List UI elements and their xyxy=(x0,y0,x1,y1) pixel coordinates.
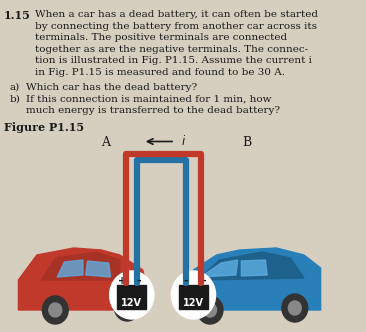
Text: When a car has a dead battery, it can often be started: When a car has a dead battery, it can of… xyxy=(35,10,318,19)
Text: tion is illustrated in Fig. P1.15. Assume the current i: tion is illustrated in Fig. P1.15. Assum… xyxy=(35,56,312,65)
Polygon shape xyxy=(86,261,111,277)
Circle shape xyxy=(282,294,308,322)
Circle shape xyxy=(288,301,301,315)
Text: -: - xyxy=(184,276,188,286)
Text: by connecting the battery from another car across its: by connecting the battery from another c… xyxy=(35,22,317,31)
Polygon shape xyxy=(179,285,208,309)
Text: +: + xyxy=(119,276,127,286)
Text: +: + xyxy=(199,276,207,286)
Text: Figure P1.15: Figure P1.15 xyxy=(4,122,84,132)
Circle shape xyxy=(110,271,154,319)
Polygon shape xyxy=(41,252,120,280)
Text: $i$: $i$ xyxy=(180,133,186,147)
Text: b): b) xyxy=(9,95,20,104)
Polygon shape xyxy=(117,285,146,309)
Circle shape xyxy=(171,271,216,319)
Text: in Fig. P1.15 is measured and found to be 30 A.: in Fig. P1.15 is measured and found to b… xyxy=(35,67,285,76)
Text: 12V: 12V xyxy=(121,298,142,308)
Polygon shape xyxy=(201,260,238,277)
Circle shape xyxy=(42,296,68,324)
Text: terminals. The positive terminals are connected: terminals. The positive terminals are co… xyxy=(35,33,287,42)
Polygon shape xyxy=(57,260,83,277)
Text: a): a) xyxy=(9,83,19,92)
Text: 12V: 12V xyxy=(183,298,204,308)
Circle shape xyxy=(49,303,62,317)
Polygon shape xyxy=(242,260,267,276)
Polygon shape xyxy=(198,252,304,280)
Circle shape xyxy=(203,303,217,317)
Text: A: A xyxy=(101,135,111,148)
Text: Which car has the dead battery?: Which car has the dead battery? xyxy=(26,83,197,92)
Text: 1.15: 1.15 xyxy=(4,10,30,21)
Text: together as are the negative terminals. The connec-: together as are the negative terminals. … xyxy=(35,44,308,53)
Text: much energy is transferred to the dead battery?: much energy is transferred to the dead b… xyxy=(26,106,280,115)
Polygon shape xyxy=(190,248,321,310)
Polygon shape xyxy=(18,248,147,310)
Circle shape xyxy=(121,300,134,314)
Text: B: B xyxy=(242,135,251,148)
Text: -: - xyxy=(137,276,141,286)
Circle shape xyxy=(197,296,223,324)
Text: If this connection is maintained for 1 min, how: If this connection is maintained for 1 m… xyxy=(26,95,271,104)
Circle shape xyxy=(114,293,140,321)
